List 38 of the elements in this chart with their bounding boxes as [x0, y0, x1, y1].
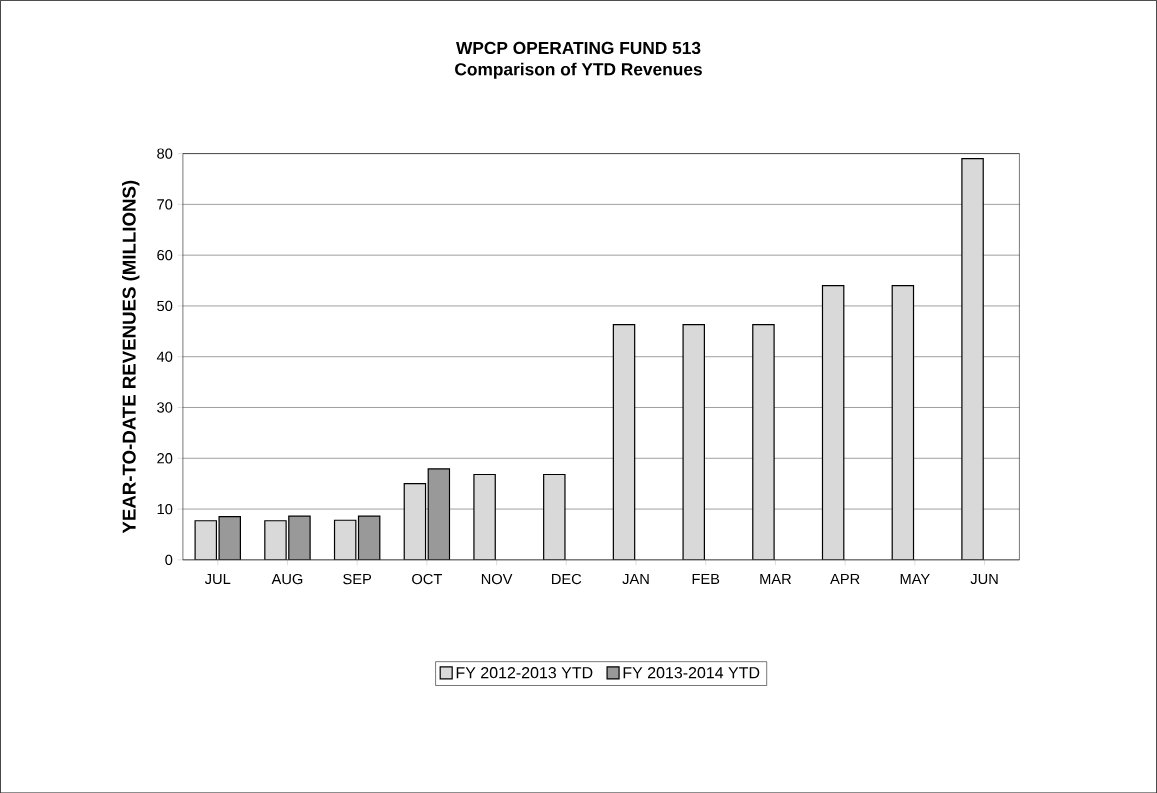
bar	[403, 482, 427, 560]
x-tick-label: SEP	[343, 573, 372, 585]
x-tick-label: JUL	[204, 573, 231, 584]
y-tick-label: 30	[157, 402, 173, 413]
x-tick-label: DEC	[552, 573, 582, 585]
y-tick-label: 60	[157, 249, 173, 261]
chart-title: WPCP OPERATING FUND 513	[456, 41, 701, 54]
x-tick-label: JUN	[970, 573, 998, 584]
x-tick-label: NOV	[481, 573, 513, 585]
chart-subtitle: Comparison of YTD Revenues	[455, 62, 702, 79]
bar	[543, 473, 566, 560]
bar	[473, 473, 496, 560]
x-tick-label: AUG	[271, 573, 303, 585]
x-tick-label: JAN	[622, 573, 649, 584]
x-tick-label: MAR	[760, 573, 792, 584]
x-tick-label: APR	[830, 573, 860, 584]
y-tick-label: 10	[157, 503, 173, 515]
bar	[821, 284, 845, 560]
legend-label: FY 2013-2014 YTD	[623, 666, 760, 679]
y-tick-label: 70	[157, 199, 173, 210]
bar	[333, 519, 357, 560]
x-tick-label: FEB	[692, 573, 720, 584]
bar	[891, 284, 915, 560]
y-axis-title: YEAR-TO-DATE REVENUES (MILLIONS)	[122, 180, 140, 534]
bar	[752, 323, 775, 560]
bar	[357, 515, 381, 560]
y-tick-label: 0	[165, 554, 173, 565]
y-tick-label: 50	[157, 300, 173, 311]
bar	[612, 323, 636, 560]
bar	[682, 323, 705, 560]
bar	[961, 157, 984, 560]
y-tick-label: 20	[157, 452, 173, 464]
x-tick-label: OCT	[412, 573, 442, 585]
x-tick-label: MAY	[900, 573, 930, 584]
y-tick-label: 40	[156, 351, 173, 362]
y-tick-label: 80	[157, 148, 173, 159]
bar	[427, 468, 451, 560]
legend-label: FY 2012-2013 YTD	[456, 666, 593, 679]
